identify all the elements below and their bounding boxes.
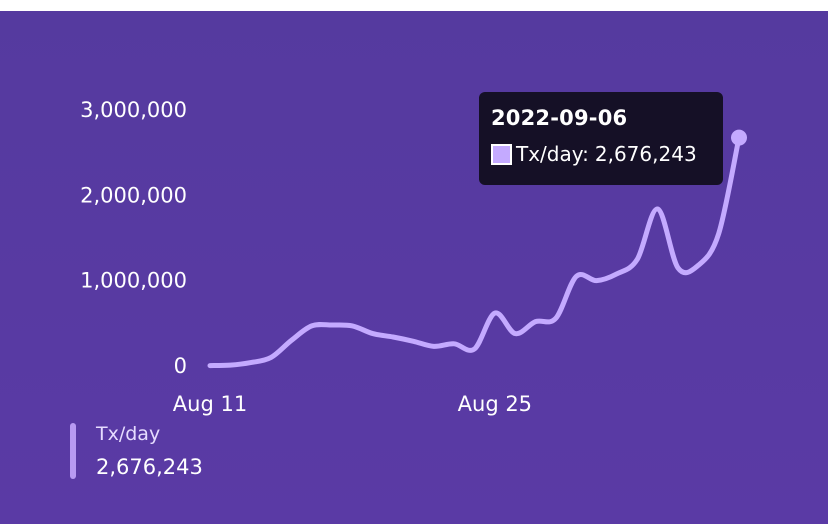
tooltip: 2022-09-06 Tx/day: 2,676,243 — [479, 92, 723, 185]
legend[interactable]: Tx/day 2,676,243 — [70, 423, 203, 479]
active-data-point[interactable] — [731, 129, 747, 146]
legend-color-bar — [70, 423, 76, 479]
tooltip-swatch — [491, 143, 512, 165]
x-tick-label: Aug 11 — [173, 392, 247, 416]
y-axis: 0 1,000,000 2,000,000 3,000,000 — [80, 98, 187, 378]
tooltip-date: 2022-09-06 — [491, 106, 628, 130]
y-tick-label: 1,000,000 — [80, 269, 187, 293]
legend-text: Tx/day 2,676,243 — [96, 423, 203, 479]
x-tick-label: Aug 25 — [458, 392, 532, 416]
legend-series-name: Tx/day — [96, 423, 161, 445]
y-tick-label: 3,000,000 — [80, 98, 187, 122]
tooltip-series-label: Tx/day: — [516, 142, 589, 166]
y-tick-label: 0 — [174, 354, 187, 378]
y-tick-label: 2,000,000 — [80, 183, 187, 207]
legend-series-value: 2,676,243 — [96, 455, 203, 479]
x-axis: Aug 11 Aug 25 — [173, 392, 532, 416]
tooltip-value: 2,676,243 — [594, 142, 697, 166]
series-line-tx-per-day[interactable] — [207, 135, 742, 369]
tooltip-row: Tx/day: 2,676,243 — [491, 142, 711, 166]
